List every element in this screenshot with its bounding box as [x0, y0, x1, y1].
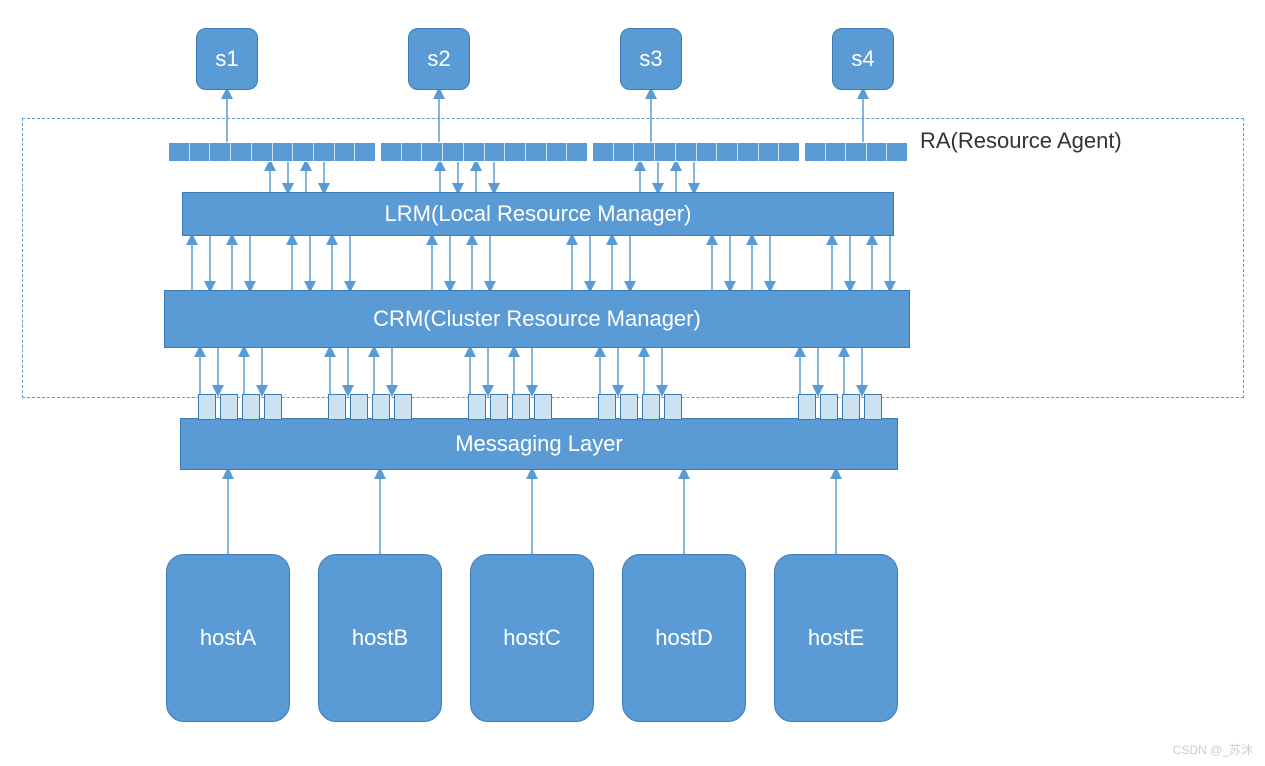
msg-port-4-0 [798, 394, 816, 420]
watermark: CSDN @_苏沐 [1173, 741, 1253, 758]
service-s3: s3 [620, 28, 682, 90]
messaging-bar: Messaging Layer [180, 418, 898, 470]
host-hostB: hostB [318, 554, 442, 722]
msg-port-4-3 [864, 394, 882, 420]
ra-segment-0 [168, 142, 376, 162]
msg-port-0-1 [220, 394, 238, 420]
msg-port-3-3 [664, 394, 682, 420]
service-s1: s1 [196, 28, 258, 90]
host-hostA: hostA [166, 554, 290, 722]
msg-port-2-0 [468, 394, 486, 420]
ra-segment-3 [804, 142, 908, 162]
msg-port-0-3 [264, 394, 282, 420]
service-s2: s2 [408, 28, 470, 90]
msg-port-0-0 [198, 394, 216, 420]
host-hostE: hostE [774, 554, 898, 722]
host-hostC: hostC [470, 554, 594, 722]
msg-port-2-3 [534, 394, 552, 420]
crm-bar: CRM(Cluster Resource Manager) [164, 290, 910, 348]
lrm-bar: LRM(Local Resource Manager) [182, 192, 894, 236]
service-s4: s4 [832, 28, 894, 90]
ra-segment-2 [592, 142, 800, 162]
host-hostD: hostD [622, 554, 746, 722]
ra-label: RA(Resource Agent) [920, 128, 1122, 154]
msg-port-2-1 [490, 394, 508, 420]
msg-port-3-2 [642, 394, 660, 420]
msg-port-3-0 [598, 394, 616, 420]
msg-port-1-3 [394, 394, 412, 420]
ra-segment-1 [380, 142, 588, 162]
msg-port-1-1 [350, 394, 368, 420]
msg-port-3-1 [620, 394, 638, 420]
msg-port-0-2 [242, 394, 260, 420]
msg-port-4-1 [820, 394, 838, 420]
msg-port-4-2 [842, 394, 860, 420]
msg-port-2-2 [512, 394, 530, 420]
msg-port-1-2 [372, 394, 390, 420]
msg-port-1-0 [328, 394, 346, 420]
